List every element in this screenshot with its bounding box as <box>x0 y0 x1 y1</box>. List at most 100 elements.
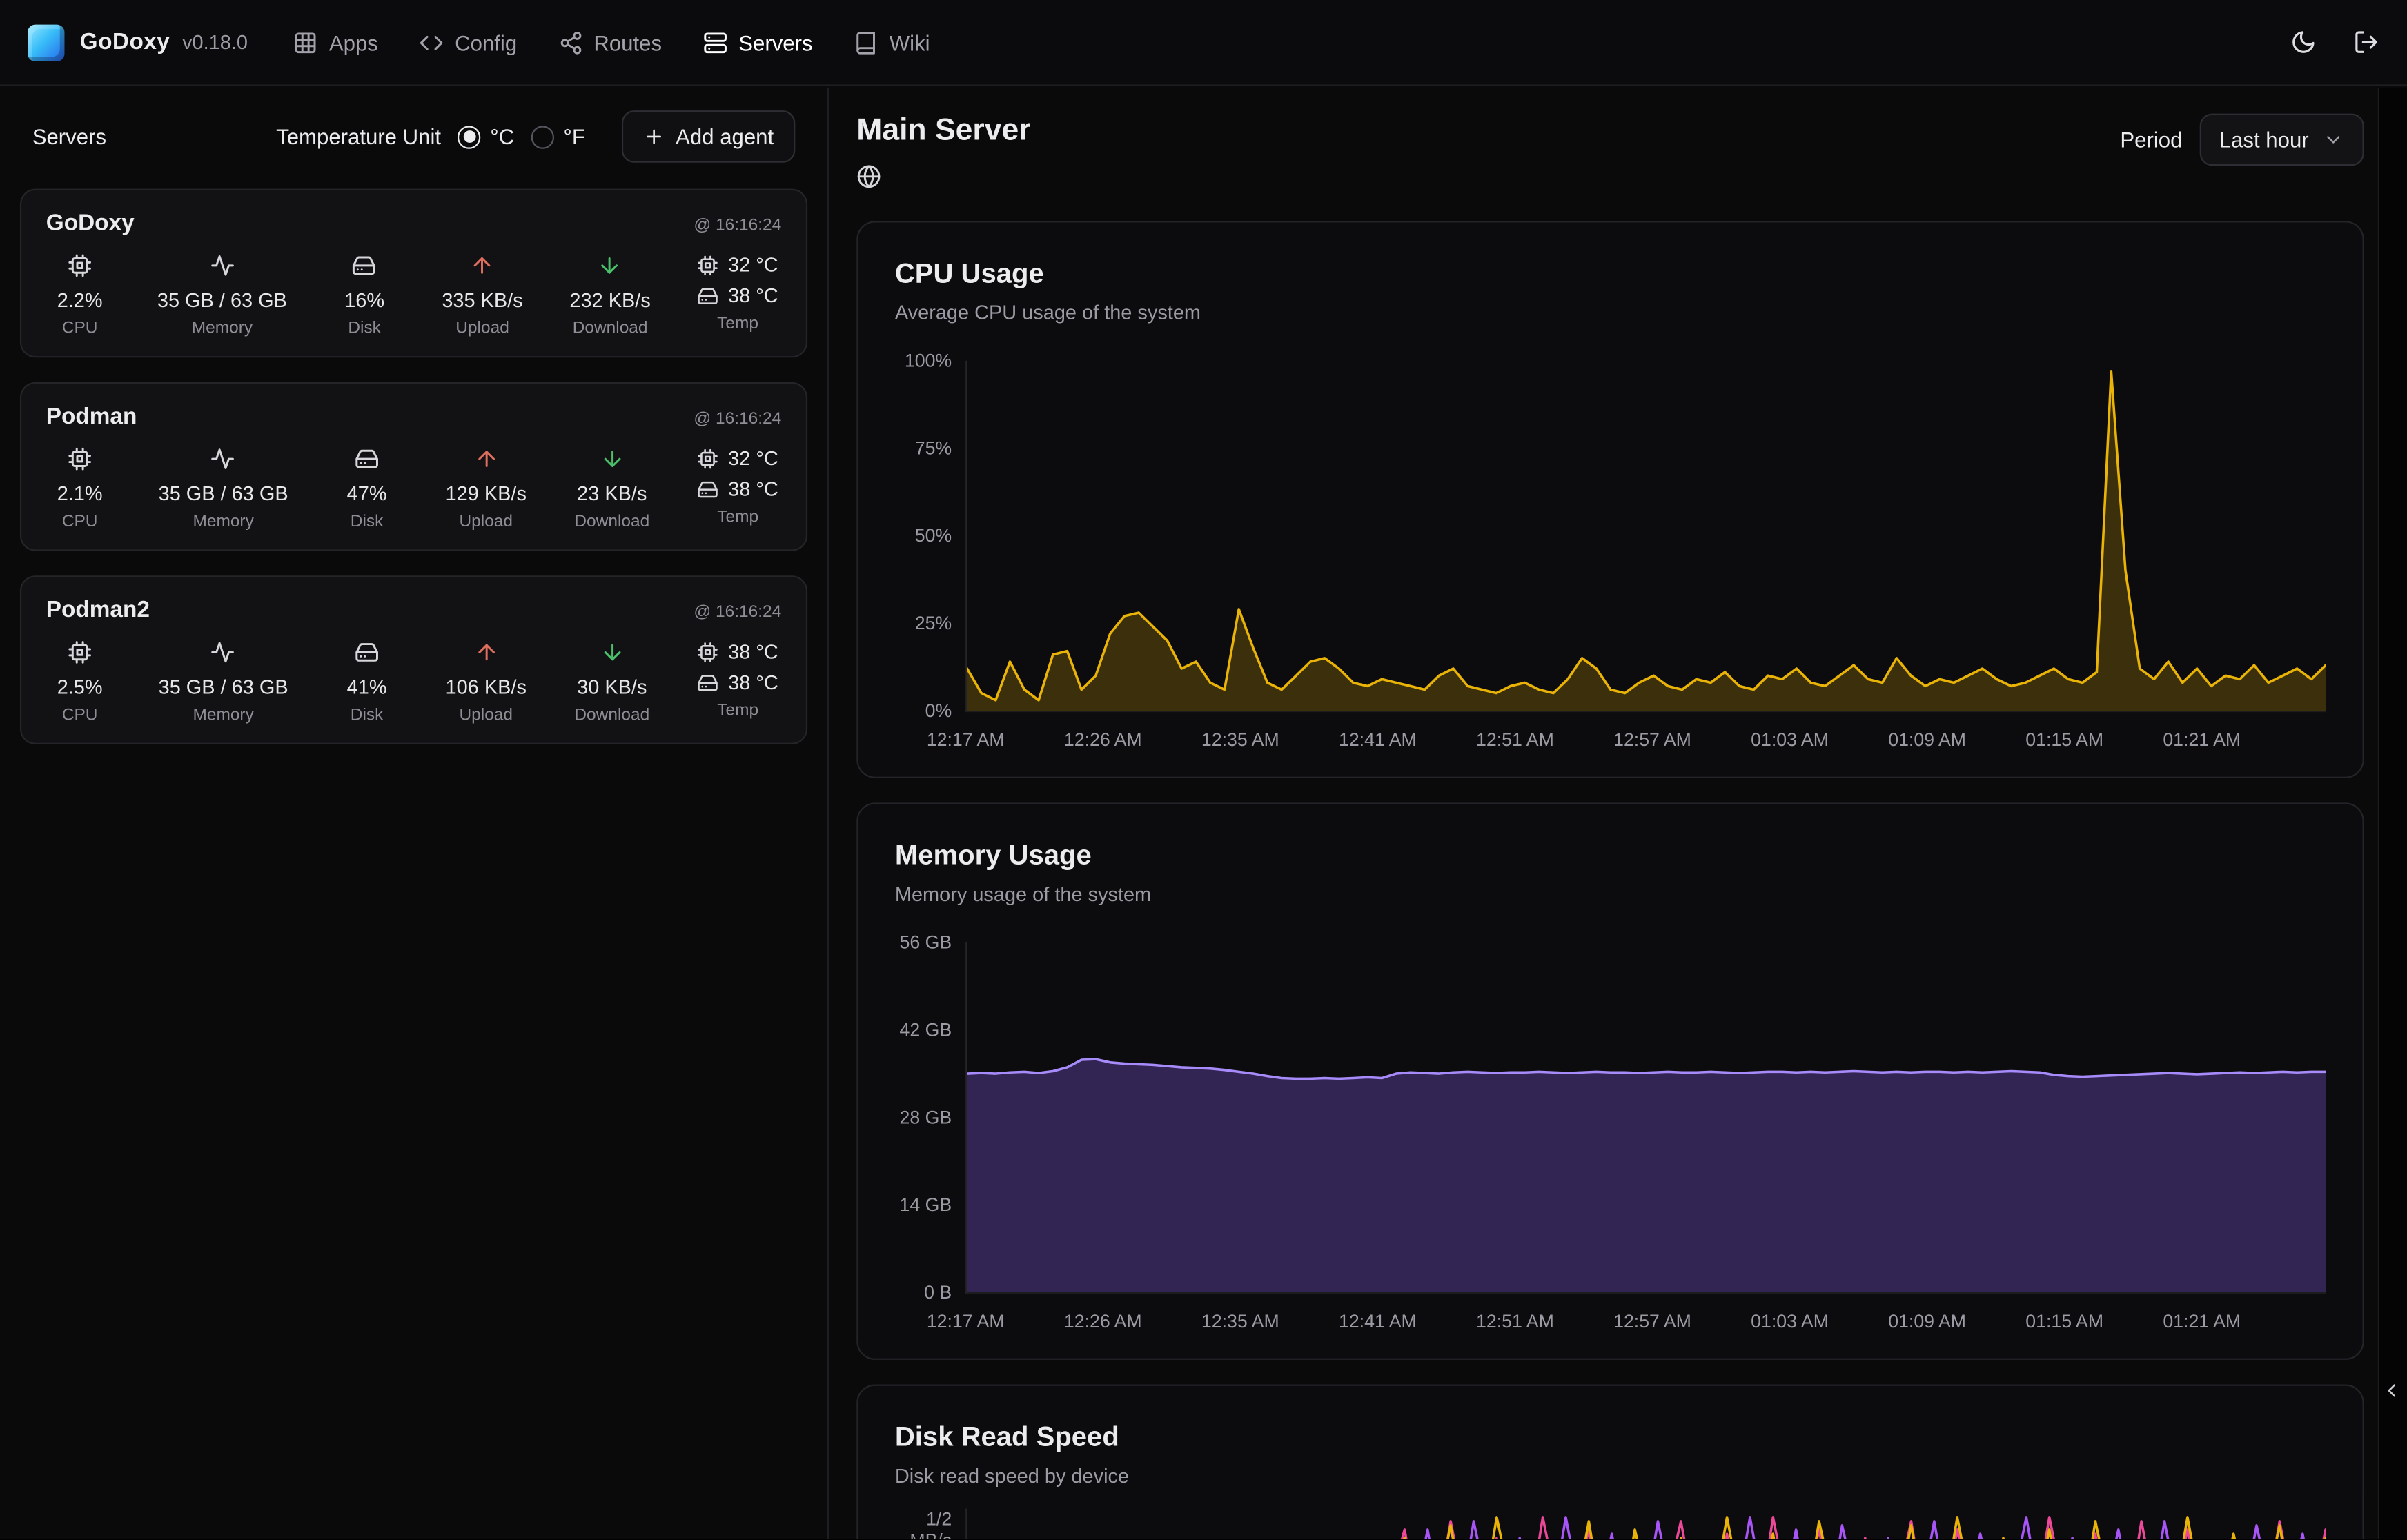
apps-grid-icon <box>294 30 319 55</box>
theme-toggle-button[interactable] <box>2290 29 2317 55</box>
stat-disk: 41% Disk <box>336 640 397 724</box>
nav-item-servers[interactable]: Servers <box>703 30 813 55</box>
celsius-radio[interactable]: °C <box>458 124 515 149</box>
download-value: 30 KB/s <box>577 675 647 699</box>
cpu-usage-card: CPU Usage Average CPU usage of the syste… <box>856 221 2364 778</box>
period-value: Last hour <box>2219 127 2309 152</box>
logout-icon <box>2353 29 2379 55</box>
disk-temp-value: 38 °C <box>728 284 778 307</box>
main-panel: Main Server Period Last hour CPU Usage A… <box>830 88 2379 1540</box>
period-label: Period <box>2120 127 2183 152</box>
temp-readings: 32 °C 38 °C <box>698 446 778 500</box>
disk-temp-value: 38 °C <box>728 477 778 501</box>
x-axis-labels: 12:17 AM 12:26 AM 12:35 AM 12:41 AM 12:5… <box>926 1310 2241 1332</box>
memory-value: 35 GB / 63 GB <box>158 482 288 505</box>
activity-icon <box>211 446 236 471</box>
nav-label: Wiki <box>889 30 930 55</box>
page-title: Main Server <box>856 113 1031 148</box>
server-timestamp: @ 16:16:24 <box>694 409 782 428</box>
add-agent-button[interactable]: Add agent <box>622 110 796 163</box>
server-card-header: Podman @ 16:16:24 <box>46 404 782 430</box>
temperature-unit-label: Temperature Unit <box>276 124 442 149</box>
nav-item-routes[interactable]: Routes <box>558 30 662 55</box>
logout-button[interactable] <box>2353 29 2379 55</box>
cpu-temp-value: 38 °C <box>728 640 778 663</box>
arrow-down-icon <box>600 640 625 665</box>
servers-icon <box>703 30 728 55</box>
arrow-up-icon <box>473 640 498 665</box>
server-name: Podman2 <box>46 597 150 624</box>
stat-download: 232 KB/s Download <box>569 253 651 337</box>
memory-value: 35 GB / 63 GB <box>157 288 287 312</box>
routes-icon <box>558 30 583 55</box>
server-stats: 2.2% CPU 35 GB / 63 GB Memory 16% Disk 3… <box>46 253 782 337</box>
wiki-book-icon <box>854 30 879 55</box>
server-card-podman[interactable]: Podman @ 16:16:24 2.1% CPU 35 GB / 63 GB… <box>19 382 808 551</box>
cpu-value: 2.5% <box>57 675 103 699</box>
period-select[interactable]: Last hour <box>2199 113 2364 166</box>
server-name: Podman <box>46 404 137 430</box>
main-header: Main Server Period Last hour <box>856 103 2364 197</box>
cpu-icon <box>68 446 92 471</box>
radio-dot <box>531 125 555 148</box>
cpu-temp-value: 32 °C <box>728 253 778 277</box>
server-stats: 2.5% CPU 35 GB / 63 GB Memory 41% Disk 1… <box>46 640 782 724</box>
main-nav: Apps Config Routes Servers Wiki <box>294 30 930 55</box>
server-card-godoxy[interactable]: GoDoxy @ 16:16:24 2.2% CPU 35 GB / 63 GB… <box>19 188 808 358</box>
celsius-label: °C <box>490 124 515 149</box>
stat-upload: 129 KB/s Upload <box>446 446 527 531</box>
chart-area: 100% 75% 50% 25% 0% <box>895 350 2326 722</box>
topbar-actions <box>2290 29 2379 55</box>
chart-subtitle: Average CPU usage of the system <box>894 301 1201 324</box>
nav-label: Routes <box>593 30 662 55</box>
temp-readings: 38 °C 38 °C <box>698 640 778 693</box>
fahrenheit-radio[interactable]: °F <box>531 124 585 149</box>
chart-title: Disk Read Speed <box>894 1421 1119 1452</box>
stat-temp: 32 °C 38 °C Temp <box>698 446 778 531</box>
chart-subtitle: Memory usage of the system <box>894 882 1152 906</box>
moon-icon <box>2290 29 2317 55</box>
activity-icon <box>210 253 235 278</box>
chevron-left-icon <box>2381 1380 2402 1401</box>
plus-icon <box>643 126 665 147</box>
stat-download: 30 KB/s Download <box>574 640 649 724</box>
server-card-podman2[interactable]: Podman2 @ 16:16:24 2.5% CPU 35 GB / 63 G… <box>19 575 808 744</box>
godoxy-logo <box>28 23 65 61</box>
nav-item-apps[interactable]: Apps <box>294 30 378 55</box>
stat-upload: 335 KB/s Upload <box>442 253 523 337</box>
stat-cpu: 2.1% CPU <box>49 446 110 531</box>
y-axis-labels: 56 GB 42 GB 28 GB 14 GB 0 B <box>899 931 952 1303</box>
server-url-button[interactable] <box>856 164 881 189</box>
nav-label: Apps <box>328 30 378 55</box>
sidebar-title: Servers <box>32 124 107 149</box>
collapse-panel-button[interactable] <box>2381 1380 2402 1401</box>
nav-item-wiki[interactable]: Wiki <box>854 30 930 55</box>
stat-cpu: 2.5% CPU <box>49 640 110 724</box>
fahrenheit-label: °F <box>563 124 585 149</box>
cpu-value: 2.2% <box>57 288 103 312</box>
cpu-icon <box>68 640 92 665</box>
server-card-header: GoDoxy @ 16:16:24 <box>46 210 782 237</box>
nav-item-config[interactable]: Config <box>420 30 517 55</box>
add-agent-label: Add agent <box>676 124 774 149</box>
arrow-down-icon <box>600 446 625 471</box>
upload-value: 129 KB/s <box>445 482 527 505</box>
harddrive-icon <box>698 478 719 500</box>
chart-area: 56 GB 42 GB 28 GB 14 GB 0 B <box>895 931 2326 1303</box>
arrow-down-icon <box>598 253 622 278</box>
chart-subtitle: Disk read speed by device <box>894 1464 1130 1488</box>
harddrive-icon <box>698 671 719 693</box>
topbar: GoDoxy v0.18.0 Apps Config Routes Server… <box>0 0 2407 86</box>
stat-cpu: 2.2% CPU <box>49 253 110 337</box>
harddrive-icon <box>698 285 719 306</box>
disk-value: 47% <box>346 482 387 505</box>
arrow-up-icon <box>470 253 495 278</box>
cpu-icon <box>698 254 719 275</box>
y-axis-labels: 100% 75% 50% 25% 0% <box>904 350 952 722</box>
stat-memory: 35 GB / 63 GB Memory <box>157 253 287 337</box>
cpu-icon <box>698 641 719 662</box>
memory-value: 35 GB / 63 GB <box>158 675 288 699</box>
brand-name: GoDoxy <box>79 29 170 56</box>
y-axis-labels: 1/2MB/s <box>910 1507 952 1539</box>
harddrive-icon <box>352 253 377 278</box>
